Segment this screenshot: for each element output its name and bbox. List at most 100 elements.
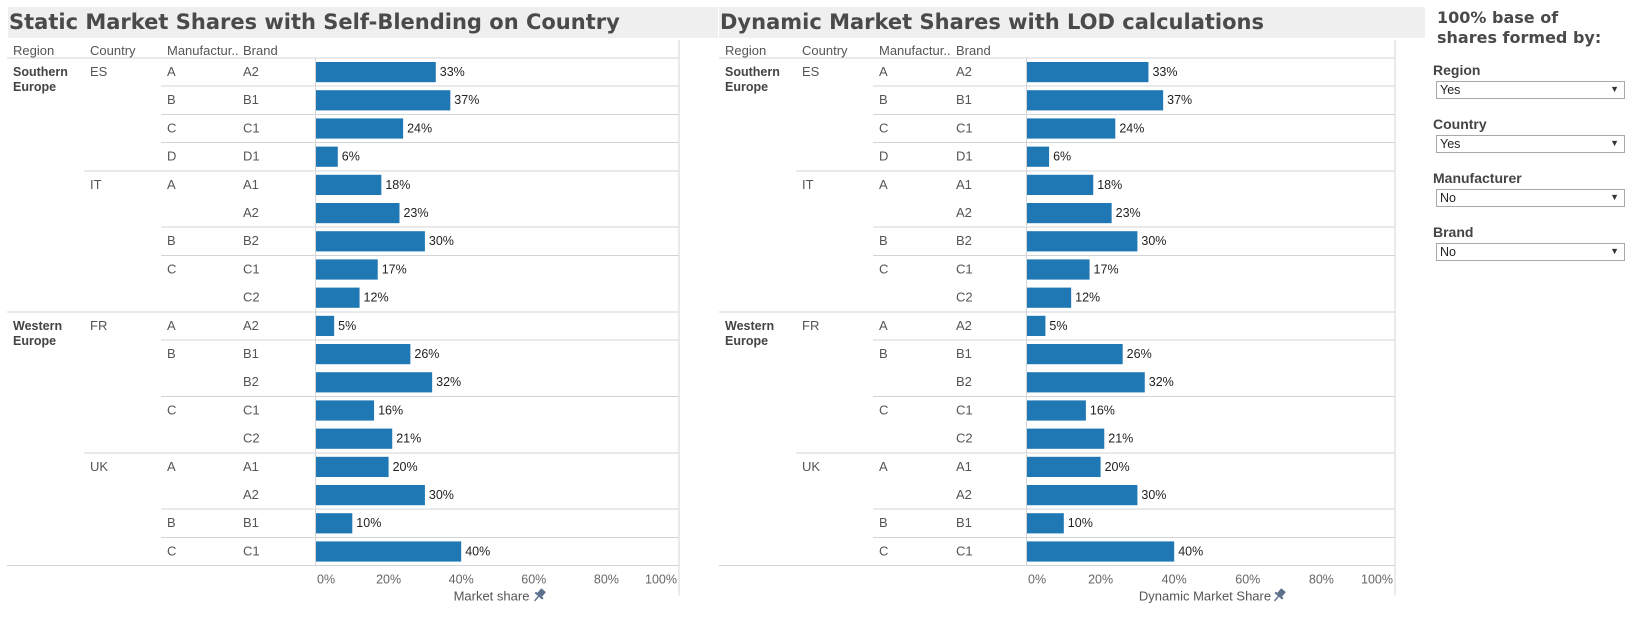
manufacturer-label: B [167,515,176,530]
manufacturer-label: B [167,233,176,248]
bar [316,344,411,365]
x-axis-title: Dynamic Market Share [1139,589,1271,604]
filter-sidebar: 100% base of shares formed by: Region Ye… [1432,8,1632,261]
x-tick-label: 0% [1028,573,1046,587]
region-label: Southern [13,65,68,79]
brand-label: A2 [243,205,259,220]
brand-dropdown-value: No [1440,245,1456,259]
brand-label: A2 [243,487,259,502]
caret-down-icon: ▼ [1610,84,1619,94]
bar [1027,400,1086,421]
dynamic-chart-canvas: Region Country Manufactur.. BrandSouthernEu… [719,40,1396,604]
caret-down-icon: ▼ [1610,138,1619,148]
bar [316,231,425,252]
column-header: Country [90,43,136,58]
bar-value-label: 10% [1068,516,1093,530]
country-label: ES [802,64,820,79]
column-header: Manufactur.. [879,43,951,58]
country-label: IT [802,177,814,192]
brand-label: C1 [243,543,260,558]
bar [316,90,451,111]
bar-value-label: 30% [429,234,454,248]
pin-icon[interactable] [1271,587,1288,604]
country-label: FR [802,318,819,333]
bar [316,118,404,139]
manufacturer-label: C [879,261,888,276]
bar-value-label: 20% [393,460,418,474]
bar [1027,315,1046,336]
brand-label: A2 [956,64,972,79]
brand-label: A1 [243,459,259,474]
brand-label: B2 [243,233,259,248]
brand-label: C2 [243,431,260,446]
bar-value-label: 23% [1116,206,1141,220]
bar [316,485,425,506]
x-tick-label: 20% [376,573,401,587]
manufacturer-label: A [167,318,176,333]
brand-label: C1 [243,402,260,417]
manufacturer-dropdown[interactable]: No ▼ [1436,189,1625,207]
x-tick-label: 20% [1088,573,1113,587]
manufacturer-filter-label: Manufacturer [1433,170,1522,186]
region-label: Europe [725,334,768,348]
bar [1027,62,1149,83]
manufacturer-label: C [167,402,176,417]
brand-filter: Brand No ▼ [1432,224,1632,261]
country-dropdown[interactable]: Yes ▼ [1436,135,1625,153]
bar-value-label: 30% [1141,488,1166,502]
bar-value-label: 12% [364,291,389,305]
bar [316,400,375,421]
bar-value-label: 40% [465,544,490,558]
bar-value-label: 26% [414,347,439,361]
manufacturer-label: C [167,261,176,276]
bar [1027,428,1105,449]
manufacturer-label: D [879,149,888,164]
manufacturer-label: A [167,459,176,474]
bar-value-label: 30% [1141,234,1166,248]
manufacturer-dropdown-value: No [1440,191,1456,205]
pin-icon[interactable] [531,587,548,604]
bar-value-label: 37% [1167,93,1192,107]
country-label: IT [90,177,102,192]
bar [1027,203,1112,224]
bar-value-label: 37% [454,93,479,107]
brand-label: C1 [243,120,260,135]
static-market-share-chart: Static Market Shares with Self-Blending … [7,7,718,604]
bar-value-label: 24% [407,121,432,135]
bar [316,287,360,308]
manufacturer-label: C [879,543,888,558]
brand-label: B1 [243,92,259,107]
bar-value-label: 18% [1097,178,1122,192]
brand-label: C1 [956,261,973,276]
bar [316,513,353,534]
column-header: Brand [243,43,278,58]
region-dropdown[interactable]: Yes ▼ [1436,81,1625,99]
brand-dropdown[interactable]: No ▼ [1436,243,1625,261]
bar-value-label: 16% [1090,403,1115,417]
brand-label: C1 [243,261,260,276]
brand-label: C2 [956,431,973,446]
manufacturer-label: A [167,177,176,192]
bar [1027,485,1138,506]
bar [1027,118,1116,139]
bar [316,541,462,562]
brand-label: B1 [243,346,259,361]
brand-label: C1 [956,402,973,417]
bar-value-label: 10% [356,516,381,530]
column-header: Region [725,43,766,58]
bar-value-label: 21% [396,432,421,446]
manufacturer-label: B [879,346,888,361]
region-label: Europe [13,334,56,348]
manufacturer-label: A [879,177,888,192]
country-label: FR [90,318,107,333]
bar-value-label: 26% [1127,347,1152,361]
manufacturer-label: A [879,64,888,79]
region-label: Europe [13,80,56,94]
brand-label: D1 [243,149,260,164]
region-dropdown-value: Yes [1440,83,1461,97]
manufacturer-label: C [167,120,176,135]
region-label: Western [13,319,62,333]
x-tick-label: 60% [521,573,546,587]
manufacturer-label: D [167,149,176,164]
column-header: Brand [956,43,991,58]
